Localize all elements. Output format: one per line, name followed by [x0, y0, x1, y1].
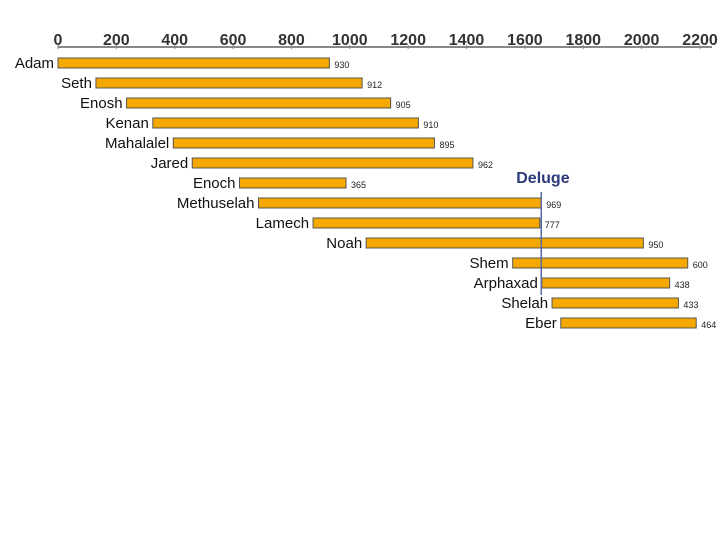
lifespan-bar [239, 177, 347, 189]
lifespan-bar [541, 277, 671, 289]
x-tick-label: 800 [278, 32, 305, 49]
person-name-label: Noah [326, 235, 362, 252]
x-axis: 0 200 400 600 800 1000 1200 1400 1600 1800 2000 220… [54, 32, 718, 49]
x-tick-label: 200 [103, 32, 130, 49]
person-name-label: Enosh [80, 95, 123, 112]
bar-row: Methuselah 969 [177, 195, 561, 212]
lifespan-value-label: 365 [351, 180, 366, 190]
lifespan-value-label: 433 [683, 300, 698, 310]
x-tick-label: 1600 [507, 32, 543, 49]
x-tick-label: 400 [161, 32, 188, 49]
x-tick-label: 0 [54, 32, 63, 49]
person-name-label: Adam [15, 55, 54, 72]
lifespan-bar [512, 257, 689, 269]
x-tick-label: 2200 [682, 32, 718, 49]
person-name-label: Jared [151, 155, 189, 172]
bar-row: Noah 950 [326, 235, 663, 252]
person-name-label: Arphaxad [474, 275, 538, 292]
x-tick-label: 1200 [390, 32, 426, 49]
x-tick-label: 1000 [332, 32, 368, 49]
lifespan-value-label: 438 [675, 280, 690, 290]
x-tick-label: 2000 [624, 32, 660, 49]
lifespan-bar [257, 197, 542, 209]
person-name-label: Lamech [256, 215, 309, 232]
lifespan-value-label: 895 [439, 140, 454, 150]
person-name-label: Mahalalel [105, 135, 169, 152]
lifespan-value-label: 969 [546, 200, 561, 210]
lifespan-bar [312, 217, 541, 229]
x-tick-label: 1800 [565, 32, 601, 49]
lifespan-value-label: 905 [396, 100, 411, 110]
lifespan-bar [172, 137, 435, 149]
lifespan-value-label: 930 [334, 60, 349, 70]
person-name-label: Shelah [501, 295, 548, 312]
lifespan-bar [551, 297, 679, 309]
lifespan-value-label: 910 [423, 120, 438, 130]
lifespan-value-label: 464 [701, 320, 716, 330]
x-tick-label: 600 [220, 32, 247, 49]
deluge-marker-group: Deluge [516, 170, 570, 295]
bars-group: Adam 930 Seth 912 Enosh 905 Kenan 910 Mahalalel 8… [15, 55, 716, 332]
lifespan-bar [57, 57, 330, 69]
lifespan-value-label: 777 [545, 220, 560, 230]
bar-row: Jared 962 [151, 155, 493, 172]
person-name-label: Enoch [193, 175, 236, 192]
lifespan-bar [152, 117, 419, 129]
bar-row: Eber 464 [525, 315, 716, 332]
bar-row: Shem 600 [469, 255, 707, 272]
bar-row: Kenan 910 [105, 115, 438, 132]
bar-row: Mahalalel 895 [105, 135, 454, 152]
lifespan-value-label: 600 [693, 260, 708, 270]
bar-row: Shelah 433 [501, 295, 698, 312]
lifespan-value-label: 962 [478, 160, 493, 170]
bar-row: Seth 912 [61, 75, 382, 92]
bar-row: Lamech 777 [256, 215, 560, 232]
x-tick-label: 1400 [449, 32, 485, 49]
lifespan-bar [560, 317, 697, 329]
lifespan-value-label: 912 [367, 80, 382, 90]
lifespan-value-label: 950 [648, 240, 663, 250]
lifespan-bar [191, 157, 474, 169]
person-name-label: Methuselah [177, 195, 255, 212]
bar-row: Adam 930 [15, 55, 350, 72]
lifespan-bar [126, 97, 392, 109]
bar-row: Arphaxad 438 [474, 275, 690, 292]
deluge-annotation-label: Deluge [516, 170, 569, 187]
lifespan-bar [365, 237, 644, 249]
lifespan-bar [95, 77, 363, 89]
bar-row: Enosh 905 [80, 95, 411, 112]
person-name-label: Eber [525, 315, 557, 332]
person-name-label: Shem [469, 255, 508, 272]
bar-row: Enoch 365 [193, 175, 366, 192]
person-name-label: Kenan [105, 115, 148, 132]
person-name-label: Seth [61, 75, 92, 92]
